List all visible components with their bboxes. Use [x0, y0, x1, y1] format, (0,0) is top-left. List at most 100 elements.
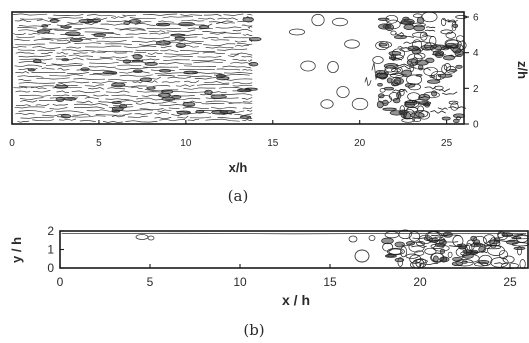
y-tick-label: 4	[473, 48, 479, 59]
contour-core	[60, 25, 72, 29]
x-tick-label: 0	[9, 138, 15, 149]
contour-blob	[448, 100, 459, 105]
contour-line	[242, 69, 253, 71]
contour-line	[395, 63, 413, 67]
contour-core	[175, 43, 186, 48]
y-tick-label: 2	[47, 224, 54, 238]
contour-core	[441, 116, 451, 121]
contour-line	[41, 37, 74, 40]
contour-core	[216, 74, 226, 78]
contour-line	[141, 58, 160, 61]
contour-line	[107, 87, 126, 90]
contour-line	[404, 101, 421, 104]
contour-line	[242, 33, 253, 36]
contour-line	[91, 51, 108, 54]
contour-line	[17, 75, 44, 78]
contour-line	[241, 97, 253, 100]
contour-core	[403, 24, 415, 30]
contour-blob	[375, 40, 390, 51]
contour-line	[241, 24, 253, 27]
contour-blob	[412, 32, 428, 38]
contour-line	[242, 119, 253, 121]
panel-b-caption: (b)	[243, 321, 264, 339]
contour-blob	[447, 251, 453, 258]
panel-b-y-ticks: 0 1 2	[47, 224, 64, 275]
contour-line	[19, 58, 53, 61]
contour-line	[56, 39, 71, 42]
contour-core	[93, 33, 106, 38]
contour-core	[452, 256, 463, 262]
contour-line	[398, 88, 408, 93]
contour-line	[232, 84, 253, 87]
contour-blob	[456, 40, 467, 50]
contour-line	[57, 67, 70, 71]
contour-core	[102, 71, 118, 75]
contour-core	[178, 21, 195, 27]
contour-core	[128, 19, 142, 24]
contour-line	[191, 58, 226, 62]
contour-line	[138, 36, 171, 39]
contour-line	[418, 95, 428, 99]
contour-line	[198, 17, 215, 20]
contour-line	[86, 14, 117, 17]
contour-core	[161, 89, 174, 94]
contour-blob	[386, 247, 405, 256]
contour-blob	[424, 247, 437, 255]
contour-blob	[412, 117, 422, 122]
contour-line	[84, 97, 100, 100]
contour-core	[49, 18, 59, 23]
x-tick-label: 15	[323, 275, 337, 289]
contour-blob	[408, 83, 422, 91]
contour-line	[431, 234, 448, 237]
contour-core	[41, 24, 49, 28]
contour-line	[118, 109, 154, 112]
panel-a-x-axis-label: x/h	[229, 160, 248, 175]
contour-line	[184, 80, 200, 84]
contour-core	[415, 73, 423, 77]
contour-line	[424, 85, 437, 90]
contour-line	[56, 90, 70, 94]
contour-line	[42, 113, 66, 117]
contour-line	[30, 86, 47, 90]
contour-core	[80, 67, 90, 72]
contour-line	[201, 36, 219, 39]
contour-blob	[344, 39, 360, 49]
contour-line	[74, 103, 108, 106]
contour-core	[182, 101, 196, 107]
contour-line	[40, 52, 53, 54]
contour-line	[12, 45, 27, 49]
contour-line	[96, 39, 127, 43]
contour-line	[49, 73, 84, 77]
contour-core	[433, 255, 439, 263]
contour-blob	[478, 254, 493, 266]
contour-core	[146, 86, 156, 90]
contour-blob	[300, 60, 316, 72]
contour-line	[136, 97, 163, 101]
contour-core	[133, 69, 143, 73]
contour-blob	[497, 231, 505, 238]
contour-line	[148, 30, 166, 33]
contour-blob	[400, 246, 408, 258]
contour-core	[54, 84, 69, 89]
x-tick-label: 5	[147, 275, 154, 289]
contour-line	[15, 90, 31, 93]
contour-line	[106, 20, 132, 22]
contour-line	[55, 110, 84, 114]
contour-line	[18, 85, 55, 88]
contour-line	[45, 64, 83, 67]
contour-core	[183, 70, 199, 75]
panel-b-x-axis-label: x / h	[282, 292, 310, 308]
contour-line	[216, 68, 241, 71]
contour-core	[36, 29, 51, 34]
contour-line	[210, 91, 227, 94]
contour-line	[36, 77, 70, 80]
x-tick-label: 25	[441, 138, 453, 149]
contour-line	[134, 23, 156, 26]
contour-line	[391, 58, 402, 61]
contour-line	[18, 110, 53, 113]
contour-blob	[405, 253, 419, 259]
contour-core	[69, 37, 83, 42]
contour-core	[248, 62, 259, 67]
contour-line	[232, 81, 253, 85]
contour-line	[15, 43, 46, 46]
